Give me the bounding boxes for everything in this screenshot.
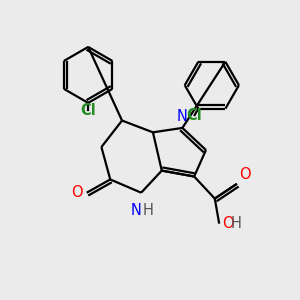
Text: O: O [71, 185, 83, 200]
Text: H: H [230, 216, 241, 231]
Text: Cl: Cl [187, 108, 202, 123]
Text: N: N [177, 110, 188, 124]
Text: Cl: Cl [80, 103, 96, 118]
Text: O: O [222, 216, 234, 231]
Text: O: O [239, 167, 251, 182]
Text: N: N [130, 203, 141, 218]
Text: H: H [142, 203, 153, 218]
